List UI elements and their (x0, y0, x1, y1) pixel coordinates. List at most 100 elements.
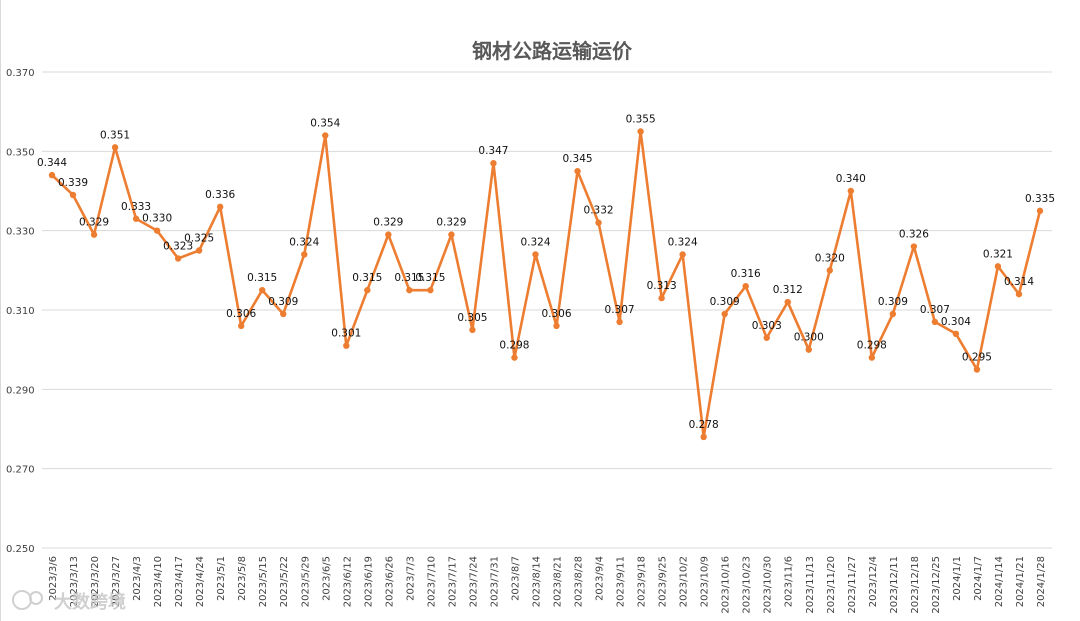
data-point (111, 144, 119, 151)
chart-left-border (0, 0, 1, 621)
data-point (301, 251, 308, 258)
x-tick-label: 2023/4/24 (195, 556, 206, 607)
data-label: 0.307 (920, 304, 950, 316)
data-point (784, 298, 791, 306)
data-point (48, 171, 56, 179)
x-tick-label: 2023/3/6 (48, 556, 59, 601)
y-tick-label: 0.350 (6, 147, 35, 158)
x-tick-label: 2023/7/17 (447, 556, 458, 607)
x-tick-label: 2023/11/6 (784, 556, 795, 607)
x-tick-label: 2023/6/5 (321, 556, 332, 601)
data-point (448, 231, 455, 238)
x-tick-label: 2023/6/26 (384, 556, 395, 607)
data-point (721, 310, 728, 318)
data-label: 0.315 (352, 272, 382, 284)
data-label: 0.329 (436, 217, 466, 229)
data-point (679, 251, 686, 258)
data-point (153, 227, 161, 234)
data-point (910, 243, 918, 250)
data-label: 0.332 (584, 205, 614, 217)
x-tick-label: 2023/10/9 (700, 556, 711, 607)
y-tick-label: 0.270 (6, 465, 35, 476)
y-tick-label: 0.290 (6, 385, 35, 396)
data-label: 0.306 (541, 308, 571, 320)
data-point (658, 294, 665, 302)
data-point (826, 267, 833, 274)
data-point (216, 203, 224, 211)
data-label: 0.315 (247, 272, 277, 284)
data-point (195, 247, 203, 254)
data-label: 0.324 (668, 236, 698, 248)
data-point (511, 354, 518, 361)
data-point (595, 219, 602, 226)
x-tick-label: 2023/3/27 (111, 556, 122, 607)
x-tick-label: 2023/7/31 (489, 556, 500, 607)
watermark: 大数跨境 (12, 590, 126, 613)
data-label: 0.307 (605, 304, 635, 316)
x-tick-label: 2023/8/7 (510, 556, 521, 601)
x-tick-label: 2024/1/7 (973, 556, 984, 601)
x-tick-label: 2024/1/14 (994, 556, 1005, 607)
x-tick-label: 2023/8/28 (574, 556, 585, 607)
data-point (90, 231, 98, 238)
data-point (637, 128, 644, 135)
data-label: 0.309 (710, 296, 740, 308)
data-label: 0.320 (815, 252, 845, 264)
data-label: 0.298 (499, 340, 529, 352)
data-point (847, 187, 855, 195)
x-tick-label: 2023/5/22 (279, 556, 290, 607)
data-label: 0.301 (331, 328, 361, 340)
data-point (616, 318, 623, 326)
data-label: 0.323 (163, 240, 193, 252)
x-tick-label: 2023/12/25 (931, 556, 942, 614)
x-tick-label: 2023/4/10 (153, 556, 164, 607)
y-tick-label: 0.330 (6, 227, 35, 238)
y-axis-ticks: 0.250 0.270 0.290 0.310 0.330 0.350 0.370 (6, 68, 35, 555)
data-label: 0.345 (563, 153, 593, 165)
data-label: 0.347 (478, 145, 508, 157)
data-point (237, 322, 245, 330)
x-tick-label: 2023/5/15 (258, 556, 269, 607)
data-label: 0.321 (983, 248, 1013, 260)
data-point (469, 326, 476, 334)
data-label: 0.309 (268, 296, 298, 308)
data-label: 0.333 (121, 201, 151, 213)
x-tick-label: 2023/6/19 (363, 556, 374, 607)
y-tick-label: 0.310 (6, 306, 35, 317)
data-point (1015, 290, 1023, 298)
data-point (805, 346, 812, 353)
data-label: 0.314 (1004, 276, 1034, 288)
series-line (51, 130, 1042, 439)
y-tick-label: 0.250 (6, 544, 35, 555)
x-tick-label: 2023/11/27 (847, 556, 858, 614)
data-label: 0.324 (520, 236, 550, 248)
data-label: 0.305 (457, 312, 487, 324)
data-label: 0.340 (836, 173, 866, 185)
data-label: 0.329 (373, 217, 403, 229)
x-tick-label: 2023/7/24 (468, 556, 479, 607)
chart-title: 钢材公路运输运价 (472, 39, 633, 63)
data-label: 0.351 (100, 129, 130, 141)
x-tick-label: 2023/8/14 (531, 556, 542, 607)
x-tick-label: 2023/9/18 (637, 556, 648, 607)
x-tick-label: 2023/4/3 (132, 556, 143, 601)
x-tick-label: 2023/12/18 (910, 556, 921, 614)
x-tick-label: 2023/9/25 (658, 556, 669, 607)
data-label: 0.324 (289, 236, 319, 248)
data-label: 0.309 (878, 296, 908, 308)
x-tick-label: 2023/10/16 (721, 556, 732, 614)
data-label: 0.303 (752, 320, 782, 332)
data-point (931, 318, 939, 326)
x-tick-label: 2023/10/23 (742, 556, 753, 614)
data-label: 0.354 (310, 117, 340, 129)
data-point (490, 160, 497, 167)
data-label: 0.336 (205, 189, 235, 201)
data-label: 0.300 (794, 332, 824, 344)
x-tick-label: 2023/3/20 (90, 556, 101, 607)
data-label: 0.330 (142, 213, 172, 225)
series-steel-freight-rate (48, 128, 1044, 441)
data-label: 0.306 (226, 308, 256, 320)
